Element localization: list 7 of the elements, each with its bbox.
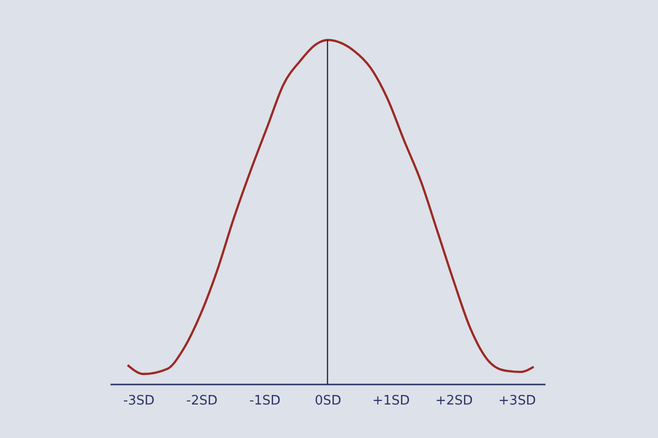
x-tick-label: +2SD — [435, 394, 473, 408]
x-tick-label: +1SD — [372, 394, 410, 408]
x-tick-label: +3SD — [498, 394, 536, 408]
x-tick-label: -1SD — [249, 394, 281, 408]
x-tick-label: 0SD — [314, 394, 342, 408]
x-tick-label: -2SD — [186, 394, 218, 408]
x-tick-label: -3SD — [123, 394, 154, 408]
